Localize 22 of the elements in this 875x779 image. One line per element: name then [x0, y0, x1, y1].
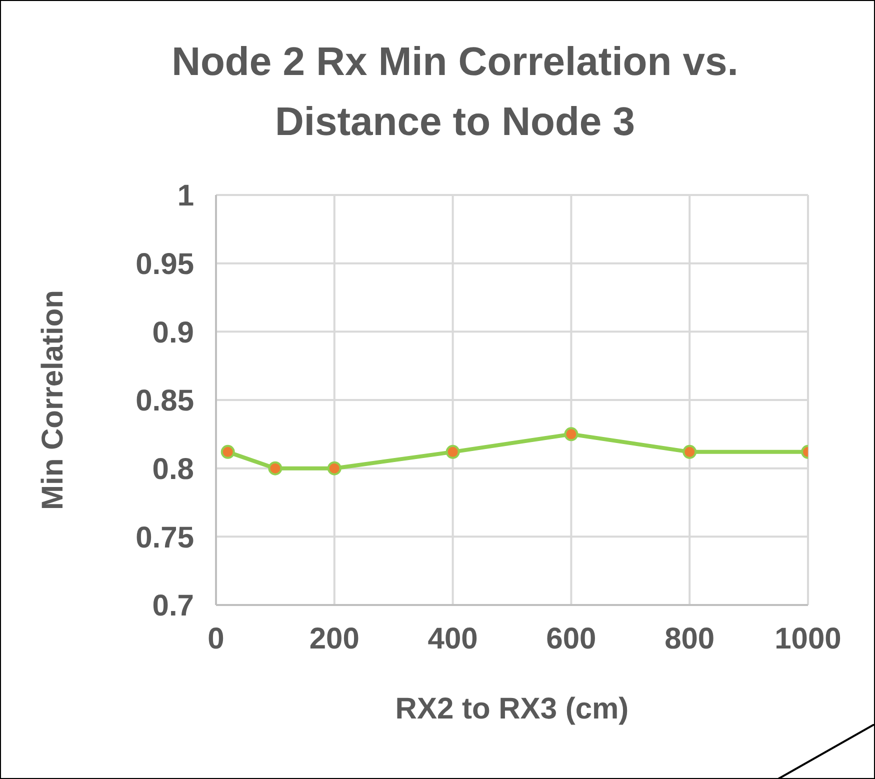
x-tick-label: 0: [208, 622, 224, 656]
point: [327, 461, 342, 476]
x-tick-label: 1000: [774, 622, 842, 656]
y-tick-label: 0.8: [152, 452, 194, 486]
y-tick-label: 0.75: [136, 521, 194, 554]
x-tick-label: 600: [546, 622, 596, 656]
y-tick-label: 0.7: [152, 590, 194, 623]
point: [220, 444, 235, 459]
point: [564, 427, 578, 442]
y-tick-label: 0.85: [136, 384, 194, 418]
chart-title: Node 2 Rx Min Correlation vs. Distance to Node 3: [170, 39, 740, 146]
x-tick-label: 200: [309, 622, 360, 656]
x-tick-label: 800: [664, 622, 715, 656]
y-tick-label: 1: [177, 180, 194, 213]
x-tick-label: 400: [428, 622, 478, 656]
y-axis-title: Min Correlation: [36, 290, 70, 510]
y-tick-label: 0.9: [152, 316, 194, 350]
y-tick-label: 0.95: [136, 248, 194, 281]
x-axis-title: RX2 to RX3 (cm): [395, 692, 629, 726]
point: [446, 444, 460, 459]
point: [682, 444, 697, 459]
point: [268, 461, 282, 476]
